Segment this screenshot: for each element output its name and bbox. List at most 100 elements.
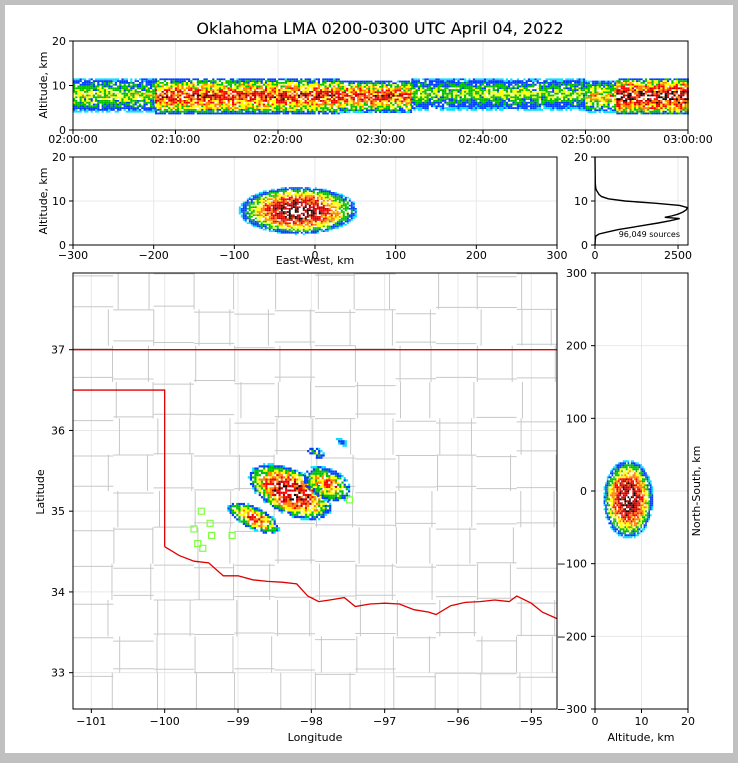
altitude-time-cell — [638, 100, 640, 102]
altitude-time-cell — [605, 82, 607, 84]
altitude-eastwest-cell — [271, 214, 273, 216]
altitude-time-cell — [95, 78, 97, 80]
altitude-time-cell — [623, 86, 625, 88]
altitude-time-cell — [146, 95, 148, 97]
altitude-time-cell — [148, 80, 150, 82]
altitude-time-cell — [528, 109, 530, 111]
altitude-time-cell — [685, 82, 687, 84]
altitude-time-cell — [236, 96, 238, 98]
altitude-time-cell — [586, 106, 588, 108]
altitude-time-cell — [177, 98, 179, 100]
altitude-time-cell — [590, 108, 592, 110]
altitude-time-cell — [195, 93, 197, 95]
altitude-time-cell — [77, 87, 79, 89]
altitude-time-cell — [217, 104, 219, 106]
altitude-time-cell — [597, 86, 599, 88]
altitude-time-cell — [658, 84, 660, 86]
altitude-time-cell — [557, 91, 559, 93]
altitude-time-cell — [254, 109, 256, 111]
altitude-time-cell — [548, 95, 550, 97]
altitude-time-cell — [228, 91, 230, 93]
altitude-eastwest-cell — [263, 198, 265, 200]
altitude-time-cell — [619, 96, 621, 98]
altitude-time-cell — [451, 100, 453, 102]
altitude-time-cell — [148, 107, 150, 109]
altitude-time-cell — [377, 81, 379, 83]
altitude-time-cell — [351, 97, 353, 99]
altitude-time-cell — [501, 84, 503, 86]
altitude-time-cell — [652, 91, 654, 93]
altitude-time-cell — [537, 100, 539, 102]
altitude-time-cell — [346, 109, 348, 111]
altitude-time-cell — [431, 82, 433, 84]
altitude-time-cell — [442, 107, 444, 109]
altitude-time-cell — [550, 95, 552, 97]
altitude-time-cell — [401, 95, 403, 97]
altitude-time-cell — [278, 111, 280, 113]
altitude-time-cell — [484, 96, 486, 98]
altitude-time-cell — [594, 84, 596, 86]
altitude-time-cell — [342, 81, 344, 83]
altitude-time-cell — [225, 107, 227, 109]
altitude-time-cell — [256, 80, 258, 82]
altitude-time-ylabel: Altitude, km — [37, 51, 50, 118]
altitude-time-cell — [384, 108, 386, 110]
altitude-time-cell — [630, 109, 632, 111]
altitude-time-cell — [678, 100, 680, 102]
altitude-time-cell — [665, 102, 667, 104]
altitude-time-cell — [86, 91, 88, 93]
altitude-time-cell — [124, 84, 126, 86]
altitude-time-cell — [230, 80, 232, 82]
altitude-time-cell — [219, 87, 221, 89]
altitude-time-cell — [263, 95, 265, 97]
altitude-time-cell — [658, 93, 660, 95]
altitude-time-cell — [152, 104, 154, 106]
altitude-time-cell — [298, 87, 300, 89]
altitude-time-cell — [241, 96, 243, 98]
altitude-time-cell — [370, 88, 372, 90]
altitude-time-cell — [543, 84, 545, 86]
altitude-time-cell — [162, 102, 164, 104]
altitude-time-cell — [280, 78, 282, 80]
altitude-time-cell — [546, 95, 548, 97]
altitude-time-cell — [340, 82, 342, 84]
altitude-time-cell — [616, 105, 618, 107]
altitude-time-cell — [164, 89, 166, 91]
altitude-time-cell — [272, 91, 274, 93]
altitude-time-cell — [632, 89, 634, 91]
altitude-time-cell — [457, 95, 459, 97]
altitude-time-cell — [460, 78, 462, 80]
altitude-time-cell — [510, 82, 512, 84]
altitude-time-cell — [649, 93, 651, 95]
altitude-eastwest-cell — [263, 219, 265, 221]
altitude-time-cell — [440, 84, 442, 86]
altitude-time-cell — [669, 104, 671, 106]
altitude-time-cell — [283, 78, 285, 80]
altitude-time-cell — [422, 91, 424, 93]
altitude-time-cell — [177, 96, 179, 98]
altitude-time-cell — [318, 91, 320, 93]
altitude-time-cell — [460, 93, 462, 95]
altitude-time-cell — [294, 86, 296, 88]
altitude-time-cell — [599, 108, 601, 110]
altitude-time-cell — [654, 86, 656, 88]
altitude-time-cell — [362, 108, 364, 110]
altitude-time-cell — [583, 104, 585, 106]
altitude-time-cell — [154, 107, 156, 109]
altitude-time-cell — [296, 109, 298, 111]
altitude-time-cell — [344, 97, 346, 99]
altitude-time-cell — [388, 91, 390, 93]
altitude-time-cell — [82, 87, 84, 89]
altitude-time-cell — [366, 95, 368, 97]
altitude-eastwest-cell — [251, 202, 253, 204]
altitude-time-cell — [214, 82, 216, 84]
altitude-time-cell — [102, 104, 104, 106]
altitude-time-cell — [119, 91, 121, 93]
altitude-time-cell — [311, 84, 313, 86]
altitude-time-cell — [482, 107, 484, 109]
altitude-eastwest-cell — [259, 202, 261, 204]
altitude-time-cell — [280, 86, 282, 88]
altitude-time-cell — [298, 86, 300, 88]
altitude-time-cell — [313, 107, 315, 109]
altitude-time-cell — [175, 102, 177, 104]
